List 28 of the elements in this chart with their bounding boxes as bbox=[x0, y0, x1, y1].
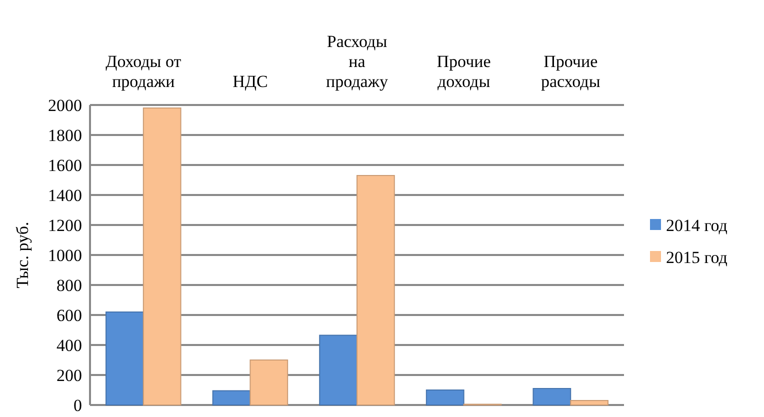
y-tick-label: 1000 bbox=[48, 246, 82, 265]
legend-label: 2015 год bbox=[666, 248, 728, 267]
bar bbox=[142, 108, 182, 406]
y-tick-label: 1400 bbox=[48, 186, 82, 205]
bar bbox=[570, 400, 608, 406]
y-tick-label: 1600 bbox=[48, 156, 82, 175]
bar bbox=[356, 175, 395, 406]
legend-label: 2014 год bbox=[666, 216, 728, 235]
y-axis-title: Тыс. руб. bbox=[13, 222, 32, 288]
bar bbox=[212, 390, 251, 406]
x-tick-label: Прочие доходы bbox=[436, 52, 491, 91]
x-tick-label: Прочие расходы bbox=[540, 52, 601, 91]
x-tick-label: НДС bbox=[232, 72, 268, 91]
bar bbox=[250, 360, 288, 406]
y-tick-label: 400 bbox=[56, 336, 82, 355]
bar bbox=[106, 312, 144, 406]
y-tick-label: 600 bbox=[56, 306, 82, 325]
bar bbox=[319, 334, 358, 406]
y-tick-label: 2000 bbox=[48, 96, 82, 115]
y-tick-label: 200 bbox=[56, 366, 82, 385]
y-tick-label: 0 bbox=[74, 396, 82, 415]
y-tick-label: 1200 bbox=[48, 216, 82, 235]
x-tick-label: Доходы от продажи bbox=[106, 52, 182, 91]
bar bbox=[426, 390, 464, 406]
x-tick-label: Расходы на продажу bbox=[326, 32, 389, 91]
bar bbox=[532, 388, 572, 406]
y-tick-label: 800 bbox=[56, 276, 82, 295]
y-tick-label: 1800 bbox=[48, 126, 82, 145]
